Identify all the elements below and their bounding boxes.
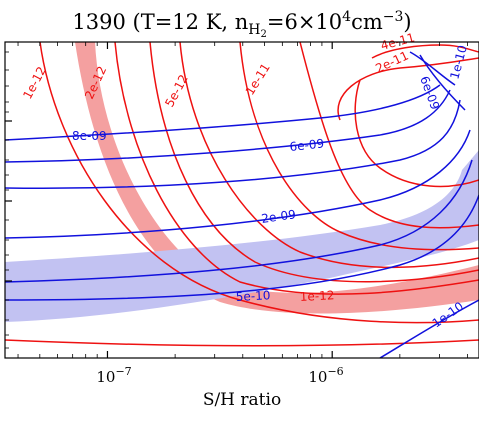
blue-contour-line [5,194,479,301]
red-contour-line [39,42,479,324]
red-contour-line [371,44,479,59]
x-tick-label: 10−7 [96,365,131,386]
blue-contour-line [5,99,461,189]
blue-contour-line [5,129,471,239]
contour-label: 1e-11 [243,61,273,98]
x-tick-labels: 10−7 10−6 [96,365,343,386]
red-contour-line [354,79,479,188]
blue-contour-line [409,51,456,86]
blue-shaded-band [5,150,479,322]
contour-label: 5e-12 [162,72,191,109]
contour-label: 1e-10 [447,44,469,81]
contour-label: 6e-09 [289,136,325,154]
axis-ticks [5,42,468,358]
blue-contour-line [379,299,479,358]
red-contours [5,42,479,347]
red-contour-line [179,42,479,269]
red-contour-line [5,339,479,347]
contour-label: 5e-10 [235,288,270,304]
contour-label: 1e-12 [299,288,334,304]
x-tick-label: 10−6 [308,365,343,386]
blue-contour-line [5,89,451,163]
contour-label: 2e-11 [373,48,410,75]
axes-frame [4,41,479,359]
chart-title: 1390 (T=12 K, nH2=6×104cm−3) [72,9,411,40]
contour-label: 1e-12 [20,64,49,101]
red-contour-line [239,42,479,251]
blue-contours [5,51,479,358]
blue-contour-line [5,159,473,283]
x-axis-label: S/H ratio [203,390,281,410]
red-contour-line [337,57,479,121]
red-contour-line [114,42,479,295]
contour-label: 8e-09 [72,129,107,143]
red-contour-line [149,42,479,283]
contour-label: 2e-09 [260,207,296,226]
blue-contour-line [5,84,441,141]
plot-area [5,42,479,358]
red-contour-line [299,42,479,229]
blue-contour-line [419,54,466,111]
